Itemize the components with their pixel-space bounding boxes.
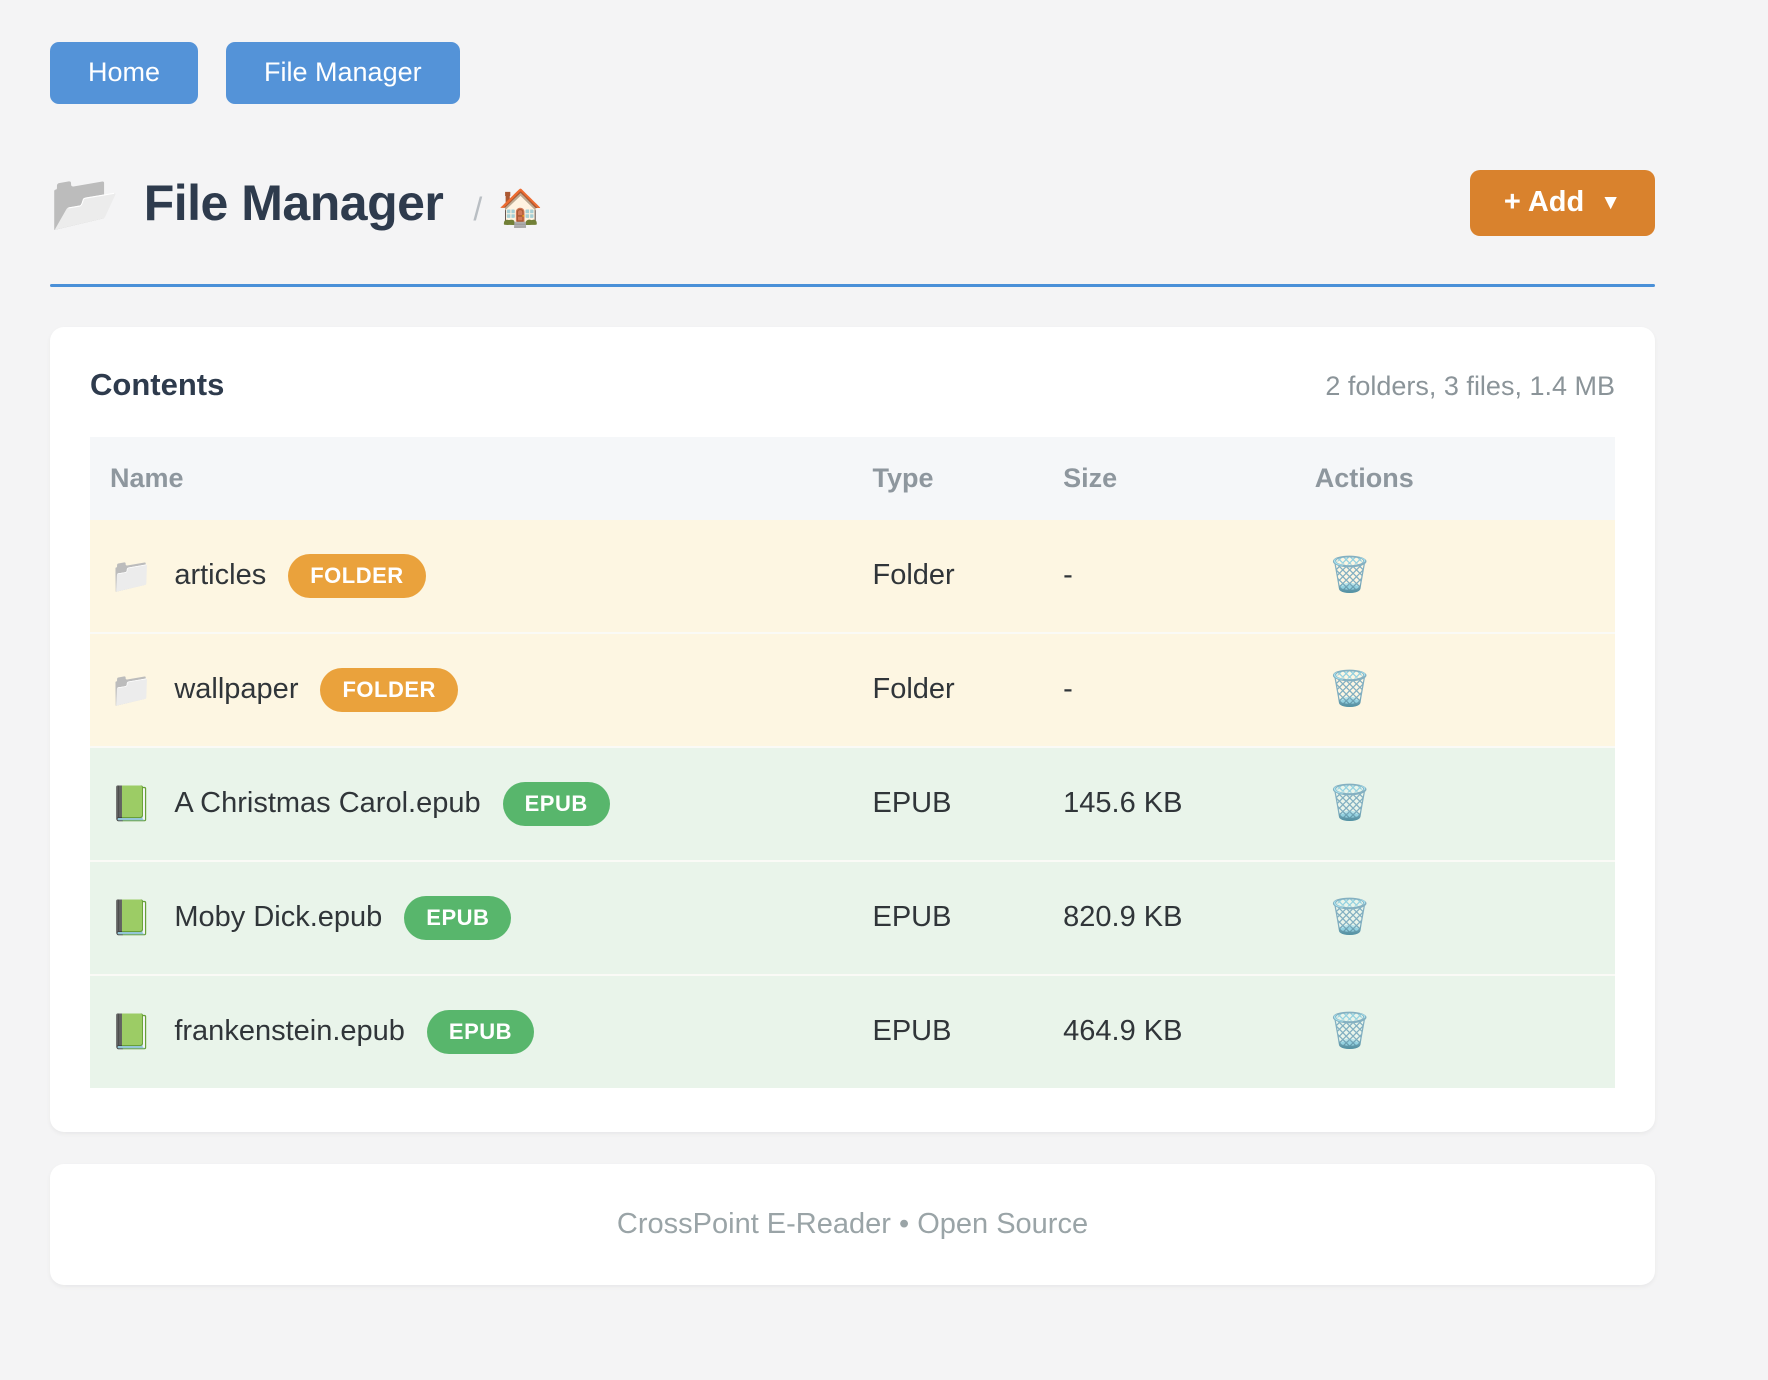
nav-file-manager-button[interactable]: File Manager	[226, 42, 460, 104]
book-icon: 📗	[110, 1012, 153, 1051]
trash-icon: 🗑️	[1328, 555, 1372, 594]
book-icon: 📗	[110, 898, 153, 937]
file-size-cell: 464.9 KB	[1063, 1015, 1183, 1048]
delete-button[interactable]: 🗑️	[1315, 786, 1371, 820]
title-group: 📂 File Manager / 🏠	[50, 170, 543, 236]
contents-title: Contents	[90, 366, 225, 402]
type-badge: EPUB	[426, 1009, 535, 1054]
table-row[interactable]: 📗 frankenstein.epub EPUB EPUB 464.9 KB 🗑…	[90, 974, 1615, 1088]
folder-icon: 📂	[50, 170, 120, 234]
contents-summary: 2 folders, 3 files, 1.4 MB	[1325, 370, 1615, 401]
table-row[interactable]: 📗 Moby Dick.epub EPUB EPUB 820.9 KB 🗑️	[90, 860, 1615, 975]
file-name: wallpaper	[174, 673, 299, 706]
file-name: A Christmas Carol.epub	[174, 787, 481, 820]
file-name-cell: 📗 Moby Dick.epub EPUB	[110, 895, 833, 940]
add-button[interactable]: + Add ▼	[1469, 169, 1655, 236]
file-type-cell: EPUB	[872, 1015, 952, 1048]
table-row[interactable]: 📁 wallpaper FOLDER Folder - 🗑️	[90, 632, 1615, 747]
footer: CrossPoint E-Reader • Open Source	[50, 1163, 1655, 1285]
folder-icon: 📁	[110, 670, 153, 709]
breadcrumb-home-icon[interactable]: 🏠	[498, 186, 544, 228]
table-row[interactable]: 📁 articles FOLDER Folder - 🗑️	[90, 519, 1615, 633]
file-type-cell: Folder	[872, 673, 955, 706]
folder-icon: 📁	[110, 556, 153, 595]
file-type-cell: EPUB	[872, 901, 952, 934]
file-name-cell: 📁 articles FOLDER	[110, 553, 833, 598]
chevron-down-icon: ▼	[1600, 191, 1621, 215]
file-size-cell: -	[1063, 673, 1073, 706]
page-header: 📂 File Manager / 🏠 + Add ▼	[50, 169, 1655, 236]
column-header-name: Name	[90, 436, 853, 520]
trash-icon: 🗑️	[1328, 1011, 1372, 1050]
column-header-actions: Actions	[1294, 436, 1615, 520]
file-name-cell: 📁 wallpaper FOLDER	[110, 667, 833, 712]
add-button-label: + Add	[1503, 185, 1585, 218]
file-size-cell: 145.6 KB	[1063, 787, 1183, 820]
nav-home-button[interactable]: Home	[50, 42, 199, 104]
page: Home File Manager 📂 File Manager / 🏠 + A…	[50, 42, 1655, 1285]
file-type-cell: Folder	[872, 559, 955, 592]
trash-icon: 🗑️	[1328, 783, 1372, 822]
contents-card-header: Contents 2 folders, 3 files, 1.4 MB	[90, 367, 1615, 403]
column-header-size: Size	[1043, 436, 1295, 520]
file-table: Name Type Size Actions 📁 articles FOLDER…	[90, 436, 1615, 1088]
file-name: Moby Dick.epub	[174, 901, 383, 934]
column-header-type: Type	[852, 436, 1044, 520]
table-header-row: Name Type Size Actions	[90, 436, 1615, 520]
file-name-cell: 📗 frankenstein.epub EPUB	[110, 1009, 833, 1054]
table-body: 📁 articles FOLDER Folder - 🗑️ 📁 wallpape…	[90, 519, 1615, 1088]
contents-card: Contents 2 folders, 3 files, 1.4 MB Name…	[50, 326, 1655, 1132]
type-badge: EPUB	[404, 895, 512, 940]
delete-button[interactable]: 🗑️	[1315, 558, 1371, 592]
delete-button[interactable]: 🗑️	[1315, 900, 1371, 934]
page-title: File Manager	[143, 174, 444, 231]
file-name: articles	[174, 559, 267, 592]
book-icon: 📗	[110, 784, 153, 823]
file-type-cell: EPUB	[872, 787, 952, 820]
file-name-cell: 📗 A Christmas Carol.epub EPUB	[110, 781, 833, 826]
trash-icon: 🗑️	[1328, 669, 1372, 708]
delete-button[interactable]: 🗑️	[1315, 1014, 1371, 1048]
file-size-cell: -	[1063, 559, 1073, 592]
footer-text: CrossPoint E-Reader • Open Source	[616, 1207, 1089, 1240]
type-badge: FOLDER	[320, 667, 458, 712]
title-divider	[50, 283, 1655, 287]
type-badge: EPUB	[502, 781, 610, 826]
top-nav: Home File Manager	[50, 42, 1655, 104]
trash-icon: 🗑️	[1328, 897, 1372, 936]
file-size-cell: 820.9 KB	[1063, 901, 1183, 934]
file-name: frankenstein.epub	[174, 1015, 405, 1048]
table-row[interactable]: 📗 A Christmas Carol.epub EPUB EPUB 145.6…	[90, 746, 1615, 861]
breadcrumb-separator: /	[473, 191, 483, 228]
delete-button[interactable]: 🗑️	[1315, 672, 1371, 706]
type-badge: FOLDER	[288, 553, 426, 598]
